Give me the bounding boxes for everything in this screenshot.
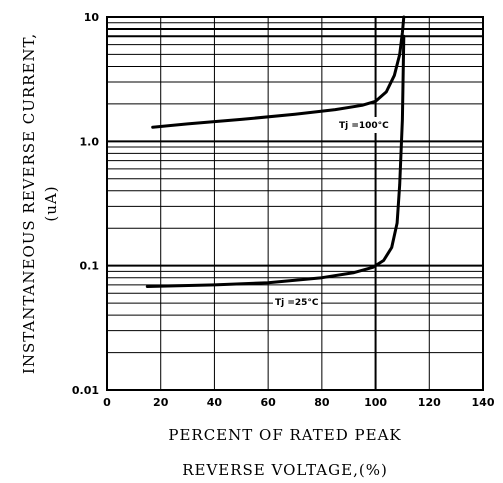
curves: Tj =100°C Tj =25°C bbox=[145, 15, 406, 310]
x-axis-title-line1: PERCENT OF RATED PEAK bbox=[168, 426, 401, 444]
annotation-bg bbox=[337, 117, 383, 133]
x-tick-label: 140 bbox=[472, 396, 495, 409]
y-tick-label: 1.0 bbox=[80, 135, 100, 148]
x-tick-label: 60 bbox=[260, 396, 276, 409]
series-line-tj-25c bbox=[145, 34, 406, 288]
series-line-tj-100c bbox=[151, 15, 406, 129]
y-tick-label: 0.1 bbox=[80, 260, 100, 273]
x-tick-label: 20 bbox=[153, 396, 169, 409]
y-axis-title: INSTANTANEOUS REVERSE CURRENT, bbox=[20, 33, 38, 374]
annotation-tj-100c: Tj =100°C bbox=[339, 121, 389, 131]
x-tick-label: 100 bbox=[364, 396, 387, 409]
plot-frame bbox=[106, 16, 484, 391]
y-tick-label: 10 bbox=[84, 11, 100, 24]
x-tick-label: 80 bbox=[314, 396, 330, 409]
y-tick-label: 0.01 bbox=[72, 384, 99, 397]
x-tick-label: 120 bbox=[418, 396, 441, 409]
annotation-bg bbox=[273, 294, 321, 310]
x-axis-title-line2: REVERSE VOLTAGE,(%) bbox=[182, 461, 388, 479]
y-axis-unit: (uA) bbox=[42, 185, 60, 221]
annotation-tj-25c: Tj =25°C bbox=[275, 298, 319, 308]
x-tick-label: 0 bbox=[103, 396, 111, 409]
tick-labels: 0 20 40 60 80 100 120 140 0.01 0.1 1.0 10 bbox=[72, 11, 495, 409]
grid bbox=[107, 17, 483, 391]
x-tick-label: 40 bbox=[207, 396, 223, 409]
